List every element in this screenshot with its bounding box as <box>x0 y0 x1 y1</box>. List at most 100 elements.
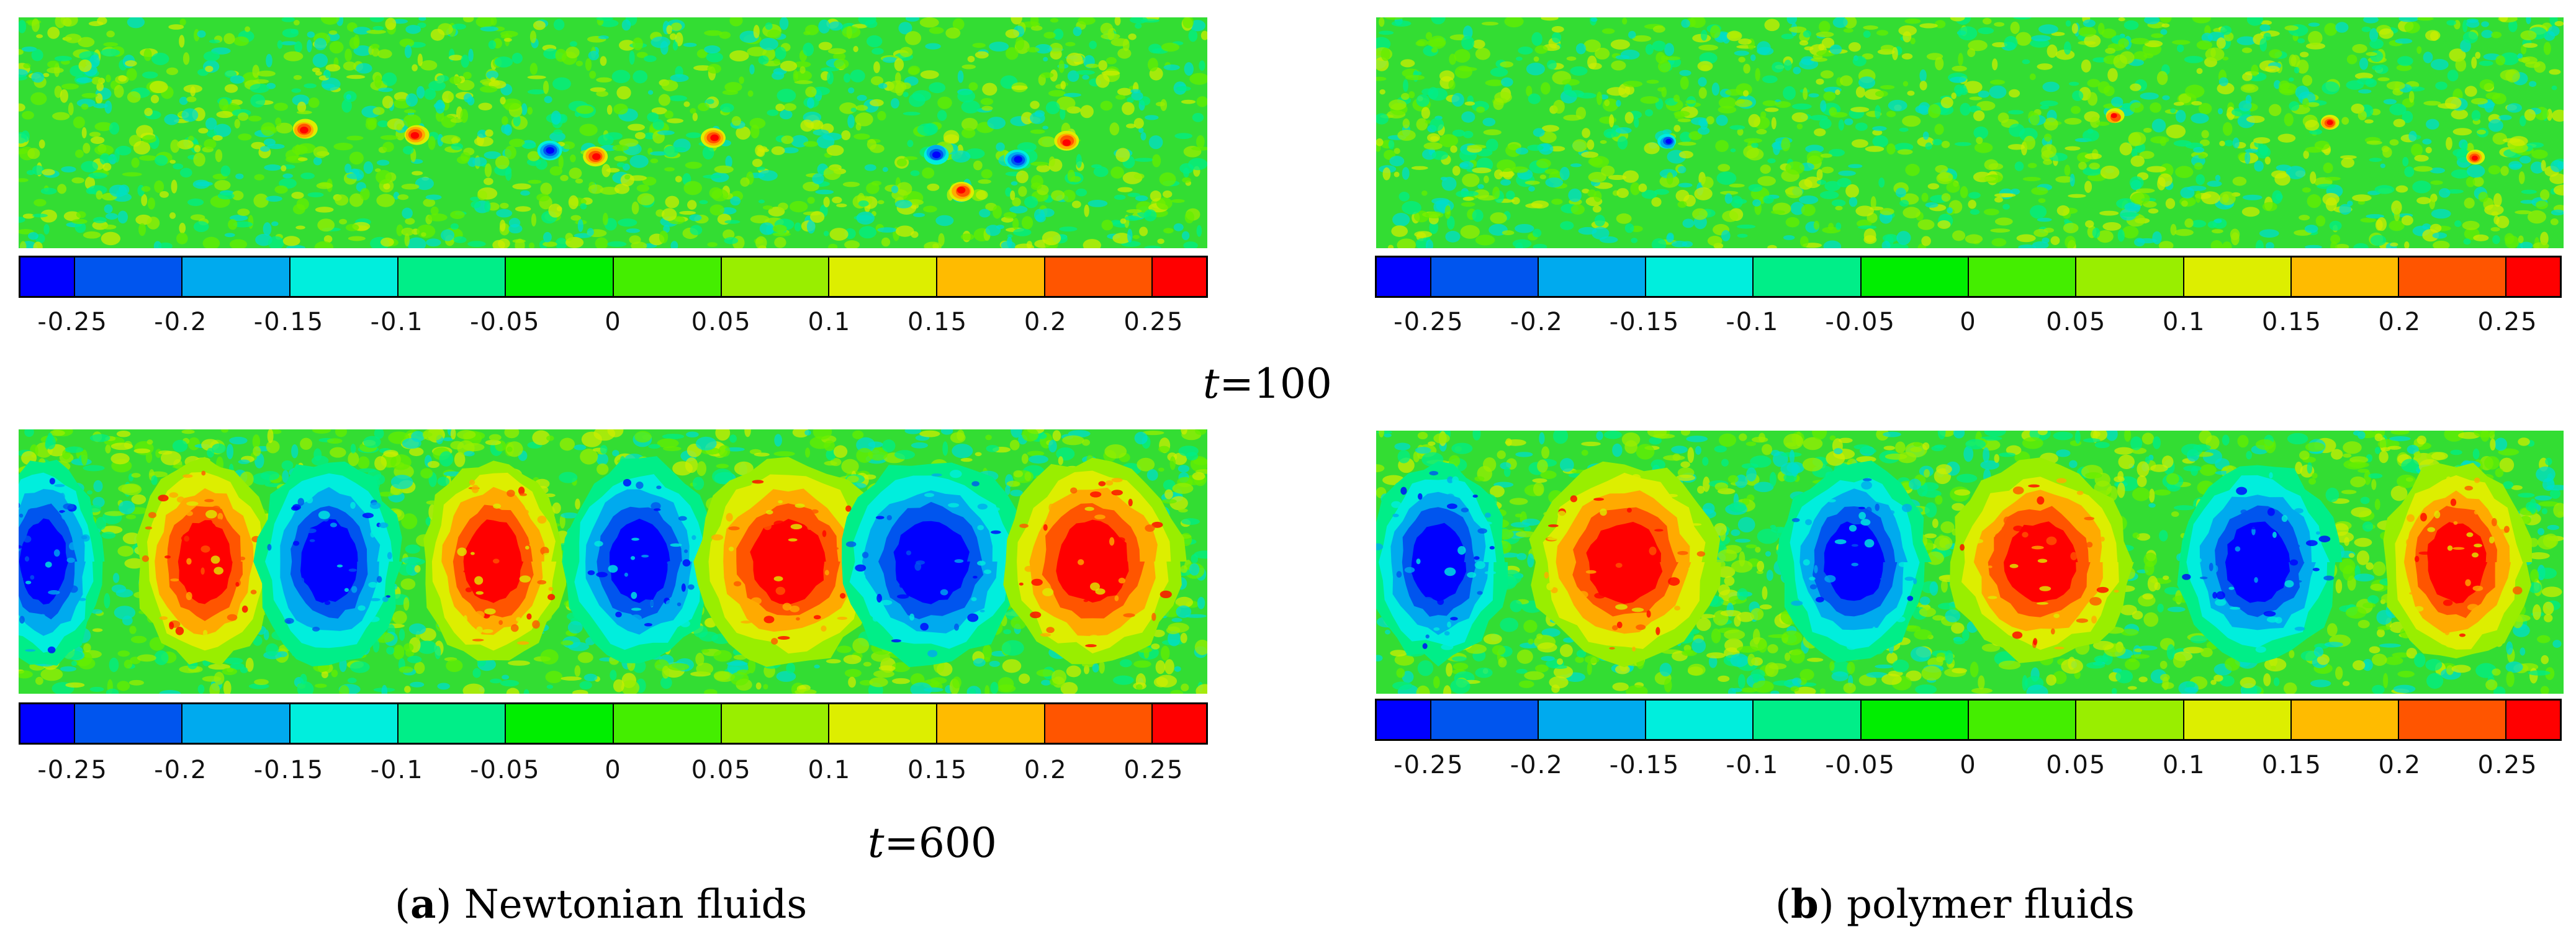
noise-blob <box>2009 89 2020 98</box>
noise-blob <box>410 681 425 688</box>
noise-blob <box>2496 215 2510 228</box>
noise-blob <box>104 593 110 609</box>
noise-blob <box>2146 166 2166 173</box>
noise-blob <box>712 468 733 485</box>
noise-blob <box>1475 48 1490 60</box>
noise-blob <box>194 145 201 153</box>
noise-blob <box>437 683 450 690</box>
noise-blob <box>47 60 60 68</box>
noise-blob <box>141 186 151 192</box>
noise-blob <box>1444 205 1451 219</box>
noise-blob <box>1117 48 1132 59</box>
noise-blob <box>151 475 158 485</box>
noise-blob <box>1601 28 1615 34</box>
noise-blob <box>912 213 925 217</box>
noise-blob <box>2323 163 2333 174</box>
noise-blob <box>611 69 631 84</box>
noise-blob <box>2259 144 2269 156</box>
red-vortex-speckle <box>463 615 467 623</box>
noise-blob <box>1132 235 1140 240</box>
noise-blob <box>2390 485 2408 501</box>
noise-blob <box>114 606 136 620</box>
noise-blob <box>470 197 480 202</box>
noise-blob <box>803 31 811 35</box>
noise-blob <box>321 78 341 91</box>
noise-blob <box>2435 81 2448 90</box>
noise-blob <box>1060 107 1066 120</box>
noise-blob <box>47 67 64 74</box>
noise-blob <box>209 683 220 694</box>
noise-blob <box>495 155 510 169</box>
noise-blob <box>863 661 871 667</box>
noise-blob <box>1014 243 1034 248</box>
noise-blob <box>1128 33 1137 40</box>
noise-blob <box>164 114 179 125</box>
noise-blob <box>1899 200 1909 207</box>
noise-blob <box>1197 596 1205 609</box>
colorbar-segment <box>290 258 399 296</box>
noise-blob <box>478 102 492 110</box>
noise-blob <box>2411 143 2423 157</box>
noise-blob <box>2078 161 2087 170</box>
red-vortex-speckle <box>1024 529 1032 535</box>
noise-blob <box>870 76 884 86</box>
blue-vortex-speckle <box>680 620 690 627</box>
noise-blob <box>61 166 76 173</box>
noise-blob <box>1829 44 1842 55</box>
noise-blob <box>2520 200 2536 204</box>
noise-blob <box>141 194 148 207</box>
noise-blob <box>1181 231 1190 240</box>
noise-blob <box>496 208 513 218</box>
noise-blob <box>1126 123 1136 128</box>
noise-blob <box>1429 35 1446 49</box>
noise-blob <box>19 148 29 155</box>
noise-blob <box>405 218 415 225</box>
blue-vortex-speckle <box>66 557 75 563</box>
noise-blob <box>1750 54 1756 61</box>
noise-blob <box>844 240 860 248</box>
noise-blob <box>2302 74 2313 86</box>
noise-blob <box>294 41 302 53</box>
noise-blob <box>2354 73 2374 79</box>
noise-blob <box>2366 140 2382 145</box>
noise-blob <box>1092 663 1099 673</box>
red-vortex-speckle <box>525 545 529 550</box>
noise-blob <box>1970 209 1980 215</box>
blue-vortex-speckle <box>382 596 389 603</box>
noise-blob <box>1763 195 1774 204</box>
noise-blob <box>397 194 409 200</box>
noise-blob <box>1820 153 1832 158</box>
red-vortex-speckle <box>547 594 556 601</box>
noise-blob <box>2174 229 2194 236</box>
noise-blob <box>1568 188 1582 202</box>
blue-vortex-speckle <box>924 493 935 498</box>
noise-blob <box>579 123 598 137</box>
noise-blob <box>158 450 173 455</box>
blue-vortex-speckle <box>688 584 695 590</box>
noise-blob <box>2027 163 2037 169</box>
noise-blob <box>2451 109 2468 120</box>
noise-blob <box>1689 17 1706 28</box>
noise-blob <box>891 678 911 684</box>
noise-blob <box>2191 113 2209 124</box>
noise-blob <box>588 184 603 194</box>
noise-blob <box>2241 207 2260 217</box>
noise-blob <box>1196 96 1207 107</box>
red-vortex-speckle <box>750 597 762 605</box>
noise-blob <box>2101 29 2117 38</box>
noise-blob <box>1857 225 1877 230</box>
colorbar-segment <box>2076 258 2184 296</box>
red-vortex-speckle <box>1115 537 1125 543</box>
noise-blob <box>1724 193 1732 204</box>
noise-blob <box>1928 104 1941 119</box>
blue-vortex-speckle <box>636 482 644 490</box>
noise-blob <box>1172 452 1187 465</box>
noise-blob <box>382 72 397 86</box>
noise-blob <box>412 171 423 176</box>
noise-blob <box>631 201 639 215</box>
noise-blob <box>1773 141 1780 155</box>
noise-blob <box>715 429 731 441</box>
noise-blob <box>215 149 223 163</box>
colorbar-segment <box>829 258 937 296</box>
noise-blob <box>864 164 876 171</box>
